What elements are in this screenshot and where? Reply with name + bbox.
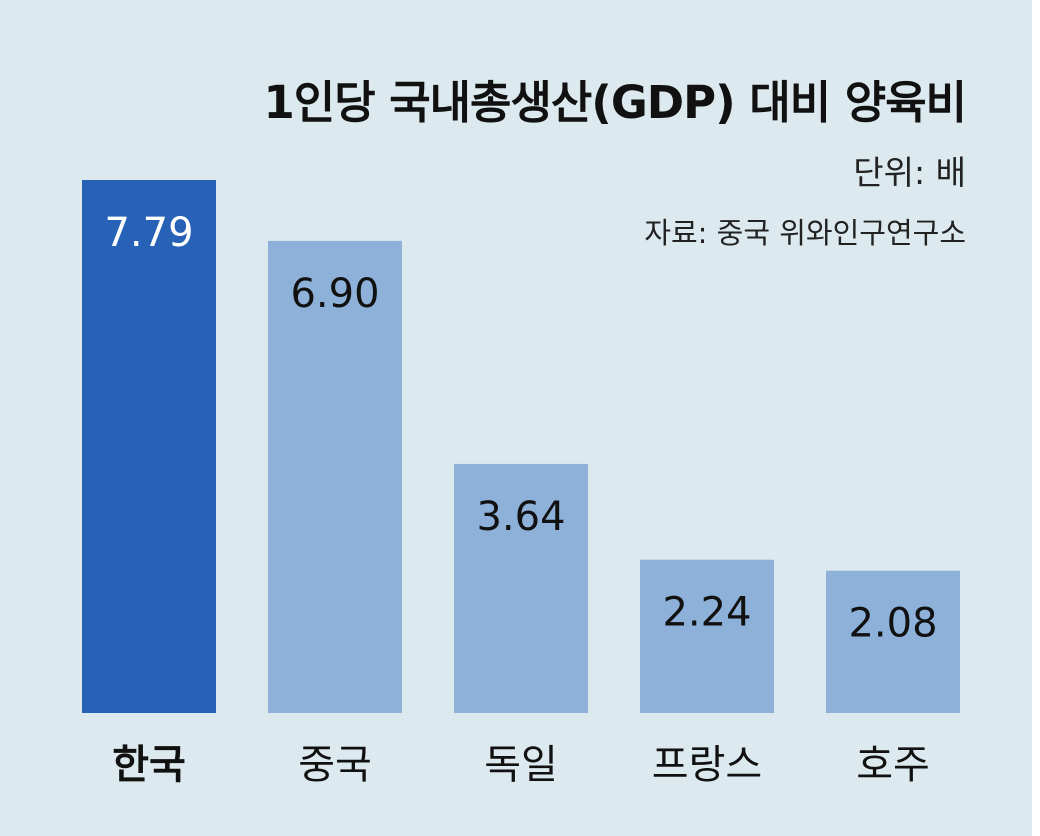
bar-4-value-label: 2.24: [662, 590, 751, 636]
bar-1-value-label: 7.79: [104, 210, 193, 256]
bar-2-category-label: 중국: [298, 742, 372, 788]
chart-title: 1인당 국내총생산(GDP) 대비 양육비: [263, 76, 967, 129]
bar-2-value-label: 6.90: [290, 271, 379, 317]
bar-5: [826, 570, 960, 713]
bar-5-category-label: 호주: [856, 742, 930, 788]
bar-3-value-label: 3.64: [476, 494, 565, 540]
bar-2: [268, 240, 402, 714]
page-margin: [1032, 0, 1040, 836]
value-labels-group: 7.79 6.90 3.64 2.24 2.08: [104, 210, 937, 647]
category-labels-group: 한국 중국 독일 프랑스 호주: [112, 742, 930, 788]
bar-1-category-label: 한국: [112, 742, 186, 788]
source-note: 자료: 중국 위와인구연구소: [644, 216, 966, 250]
bar-3-category-label: 독일: [484, 742, 558, 788]
unit-note: 단위: 배: [853, 153, 966, 192]
bars-group: [82, 180, 960, 714]
bar-1: [82, 180, 216, 713]
bar-3: [454, 463, 588, 713]
bar-4: [640, 559, 774, 713]
bar-5-value-label: 2.08: [848, 601, 937, 647]
bar-4-category-label: 프랑스: [652, 742, 762, 788]
